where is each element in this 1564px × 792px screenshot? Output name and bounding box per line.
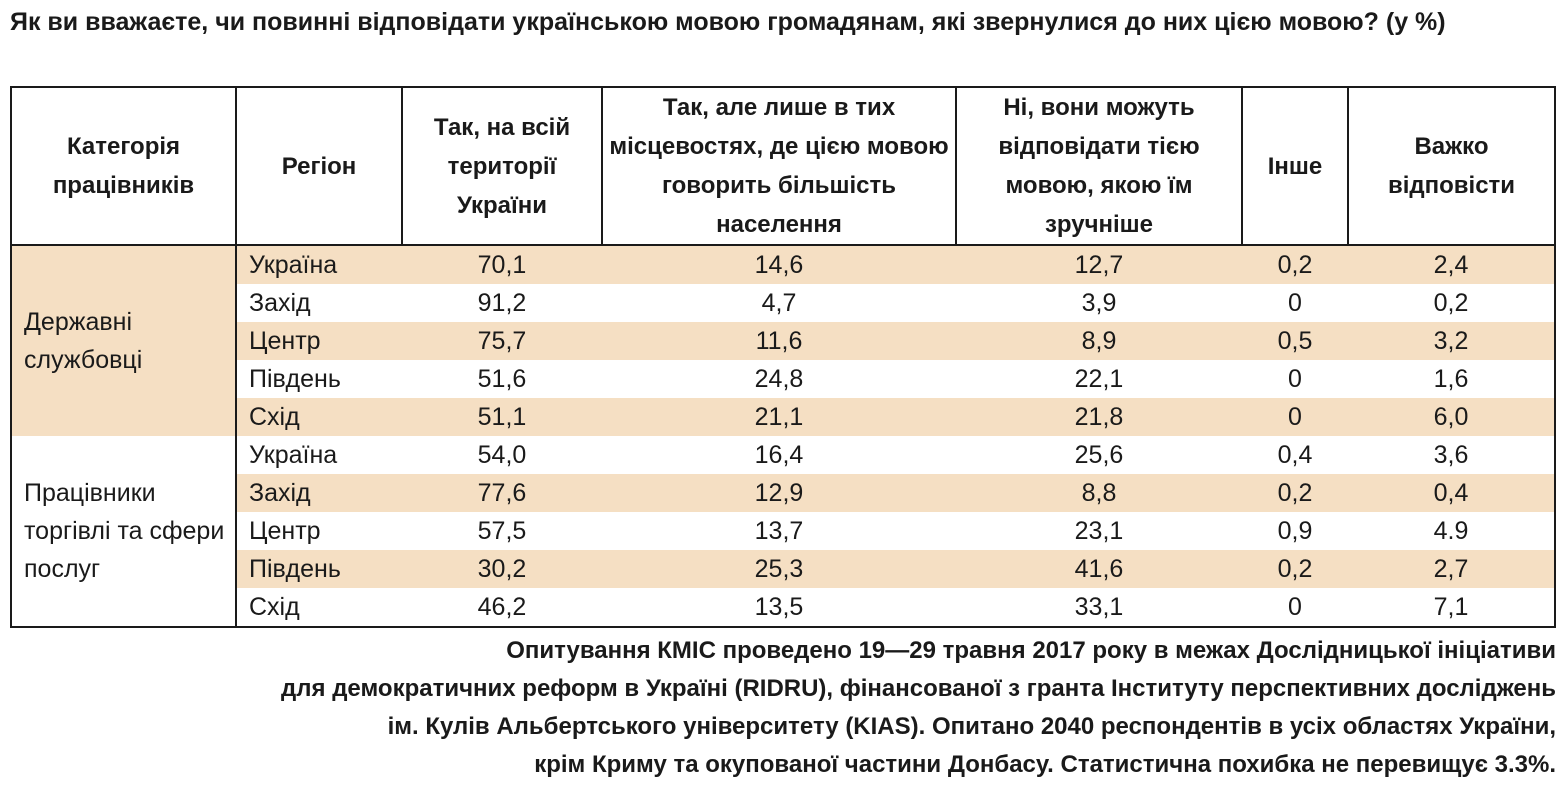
value-cell: 14,6	[602, 245, 956, 284]
column-header-category: Категорія працівників	[12, 88, 236, 246]
value-cell: 91,2	[477, 289, 527, 317]
value-cell: 3,6	[1433, 441, 1469, 469]
value-cell: 33,1	[1074, 593, 1124, 621]
value-cell: 0	[1242, 398, 1348, 436]
value-cell: 0,2	[1242, 474, 1348, 512]
value-cell: 3,9	[1081, 289, 1117, 317]
region-cell: Південь	[249, 365, 341, 393]
table-title: Як ви вважаєте, чи повинні відповідати у…	[10, 8, 1446, 36]
table-row: Схід 51,1 21,1 21,8 0 6,0	[12, 398, 1554, 436]
survey-note: Опитування КМІС проведено 19—29 травня 2…	[10, 632, 1556, 784]
region-cell: Центр	[249, 517, 321, 545]
table-row: Схід 46,2 13,5 33,1 0 7,1	[12, 588, 1554, 626]
value-cell: 3,2	[1348, 322, 1554, 360]
column-header-other: Інше	[1241, 88, 1348, 246]
value-cell: 41,6	[956, 550, 1242, 588]
column-header-yes-local: Так, але лише в тих місцевостях, де цією…	[601, 88, 956, 246]
table-body: Державні службовці Україна 70,1 14,6 12,7 0,2…	[12, 245, 1554, 626]
region-cell: Схід	[236, 398, 402, 436]
column-header-no: Ні, вони можуть відповідати тією мовою, …	[955, 88, 1242, 246]
table-row: Захід 91,2 4,7 3,9 0 0,2	[12, 284, 1554, 322]
value-cell: 77,6	[402, 474, 602, 512]
value-cell: 75,7	[402, 322, 602, 360]
data-table: Категорія працівників Регіон Так, на всі…	[12, 88, 1554, 626]
value-cell: 16,4	[754, 441, 804, 469]
note-line: для демократичних реформ в Україні (RIDR…	[281, 675, 1556, 702]
value-cell: 51,6	[477, 365, 527, 393]
value-cell: 54,0	[477, 441, 527, 469]
table-row: Центр 57,5 13,7 23,1 0,9 4.9	[12, 512, 1554, 550]
note-line: ім. Кулів Альбертського університету (KI…	[387, 713, 1556, 740]
survey-table: Категорія працівників Регіон Так, на всі…	[10, 86, 1556, 628]
value-cell: 8,8	[956, 474, 1242, 512]
value-cell: 21,1	[602, 398, 956, 436]
value-cell: 30,2	[402, 550, 602, 588]
value-cell: 0,2	[1242, 550, 1348, 588]
value-cell: 12,9	[602, 474, 956, 512]
value-cell: 46,2	[477, 593, 527, 621]
region-cell: Центр	[236, 322, 402, 360]
value-cell: 8,9	[956, 322, 1242, 360]
value-cell: 2,7	[1348, 550, 1554, 588]
value-cell: 0,5	[1242, 322, 1348, 360]
region-cell: Захід	[249, 289, 311, 317]
table-row: Державні службовці Україна 70,1 14,6 12,7 0,2…	[12, 245, 1554, 436]
region-cell: Україна	[236, 245, 402, 284]
region-cell: Україна	[249, 441, 338, 469]
value-cell: 0,4	[1277, 441, 1313, 469]
value-cell: 12,7	[956, 245, 1242, 284]
value-cell: 1,6	[1433, 365, 1469, 393]
category-cell: Працівники торгівлі та сфери послуг	[12, 436, 237, 626]
value-cell: 7,1	[1433, 593, 1469, 621]
value-cell: 0	[1288, 593, 1302, 621]
value-cell: 4.9	[1433, 517, 1469, 545]
value-cell: 25,6	[1074, 441, 1124, 469]
table-row: Південь 51,6 24,8 22,1 0 1,6	[12, 360, 1554, 398]
category-cell: Державні службовці	[12, 245, 237, 436]
value-cell: 23,1	[1074, 517, 1124, 545]
note-line: Опитування КМІС проведено 19—29 травня 2…	[506, 637, 1556, 664]
value-cell: 11,6	[602, 322, 956, 360]
column-header-hard-to-say: Важко відповісти	[1347, 88, 1554, 246]
note-line: крім Криму та окупованої частини Донбасу…	[534, 751, 1556, 778]
table-header: Категорія працівників Регіон Так, на всі…	[12, 88, 1554, 246]
value-cell: 25,3	[602, 550, 956, 588]
value-cell: 51,1	[402, 398, 602, 436]
value-cell: 2,4	[1348, 245, 1554, 284]
value-cell: 0	[1288, 289, 1302, 317]
region-cell: Південь	[236, 550, 402, 588]
value-cell: 0	[1288, 365, 1302, 393]
header-row: Категорія працівників Регіон Так, на всі…	[12, 88, 1554, 246]
value-cell: 0,9	[1277, 517, 1313, 545]
value-cell: 22,1	[1074, 365, 1124, 393]
value-cell: 4,7	[761, 289, 797, 317]
value-cell: 6,0	[1348, 398, 1554, 436]
table-row: Південь 30,2 25,3 41,6 0,2 2,7	[12, 550, 1554, 588]
value-cell: 70,1	[402, 245, 602, 284]
table-row: Працівники торгівлі та сфери послуг Украї…	[12, 436, 1554, 626]
value-cell: 0,2	[1242, 245, 1348, 284]
value-cell: 0,4	[1348, 474, 1554, 512]
value-cell: 13,5	[754, 593, 804, 621]
region-cell: Захід	[236, 474, 402, 512]
table-row: Центр 75,7 11,6 8,9 0,5 3,2	[12, 322, 1554, 360]
value-cell: 13,7	[754, 517, 804, 545]
column-header-yes-all: Так, на всій території України	[401, 88, 602, 246]
column-header-region: Регіон	[235, 88, 402, 246]
value-cell: 21,8	[956, 398, 1242, 436]
value-cell: 24,8	[754, 365, 804, 393]
value-cell: 57,5	[477, 517, 527, 545]
value-cell: 0,2	[1433, 289, 1469, 317]
table-row: Захід 77,6 12,9 8,8 0,2 0,4	[12, 474, 1554, 512]
region-cell: Схід	[249, 593, 300, 621]
